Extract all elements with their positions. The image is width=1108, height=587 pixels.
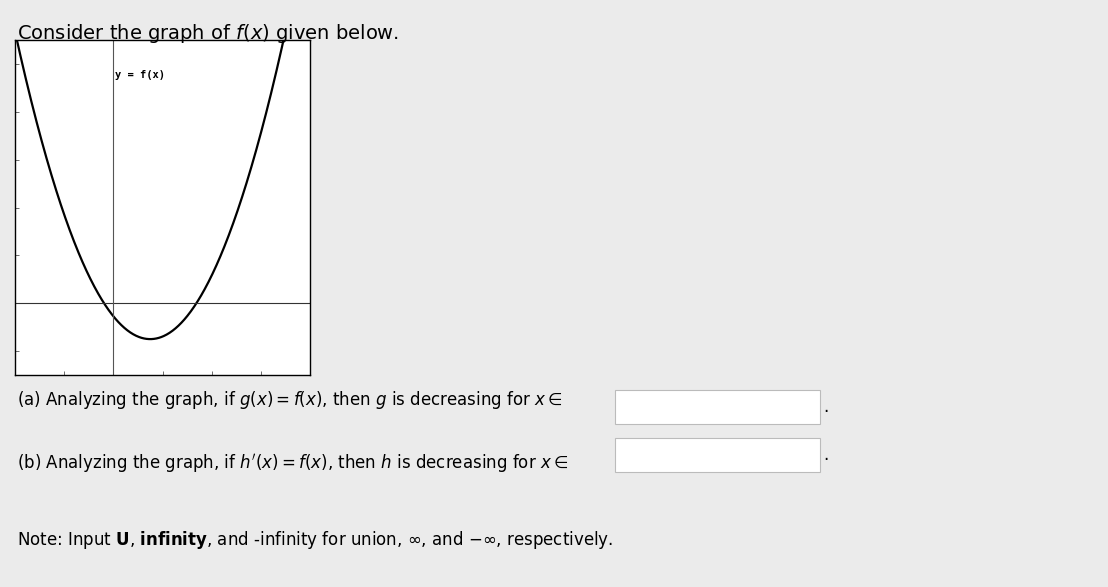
Text: (b) Analyzing the graph, if $h'(x) = f(x)$, then $h$ is decreasing for $x \in$: (b) Analyzing the graph, if $h'(x) = f(x…	[17, 452, 568, 475]
Text: Consider the graph of $f(x)$ given below.: Consider the graph of $f(x)$ given below…	[17, 22, 399, 45]
Text: .: .	[823, 446, 829, 464]
Text: .: .	[823, 398, 829, 416]
Text: Note: Input $\mathbf{U}$, $\mathbf{infinity}$, and $\mathbf{\text{-infinity}}$ f: Note: Input $\mathbf{U}$, $\mathbf{infin…	[17, 529, 613, 551]
Text: (a) Analyzing the graph, if $g(x) = f(x)$, then $g$ is decreasing for $x \in$: (a) Analyzing the graph, if $g(x) = f(x)…	[17, 389, 563, 411]
Text: y = f(x): y = f(x)	[115, 70, 165, 80]
